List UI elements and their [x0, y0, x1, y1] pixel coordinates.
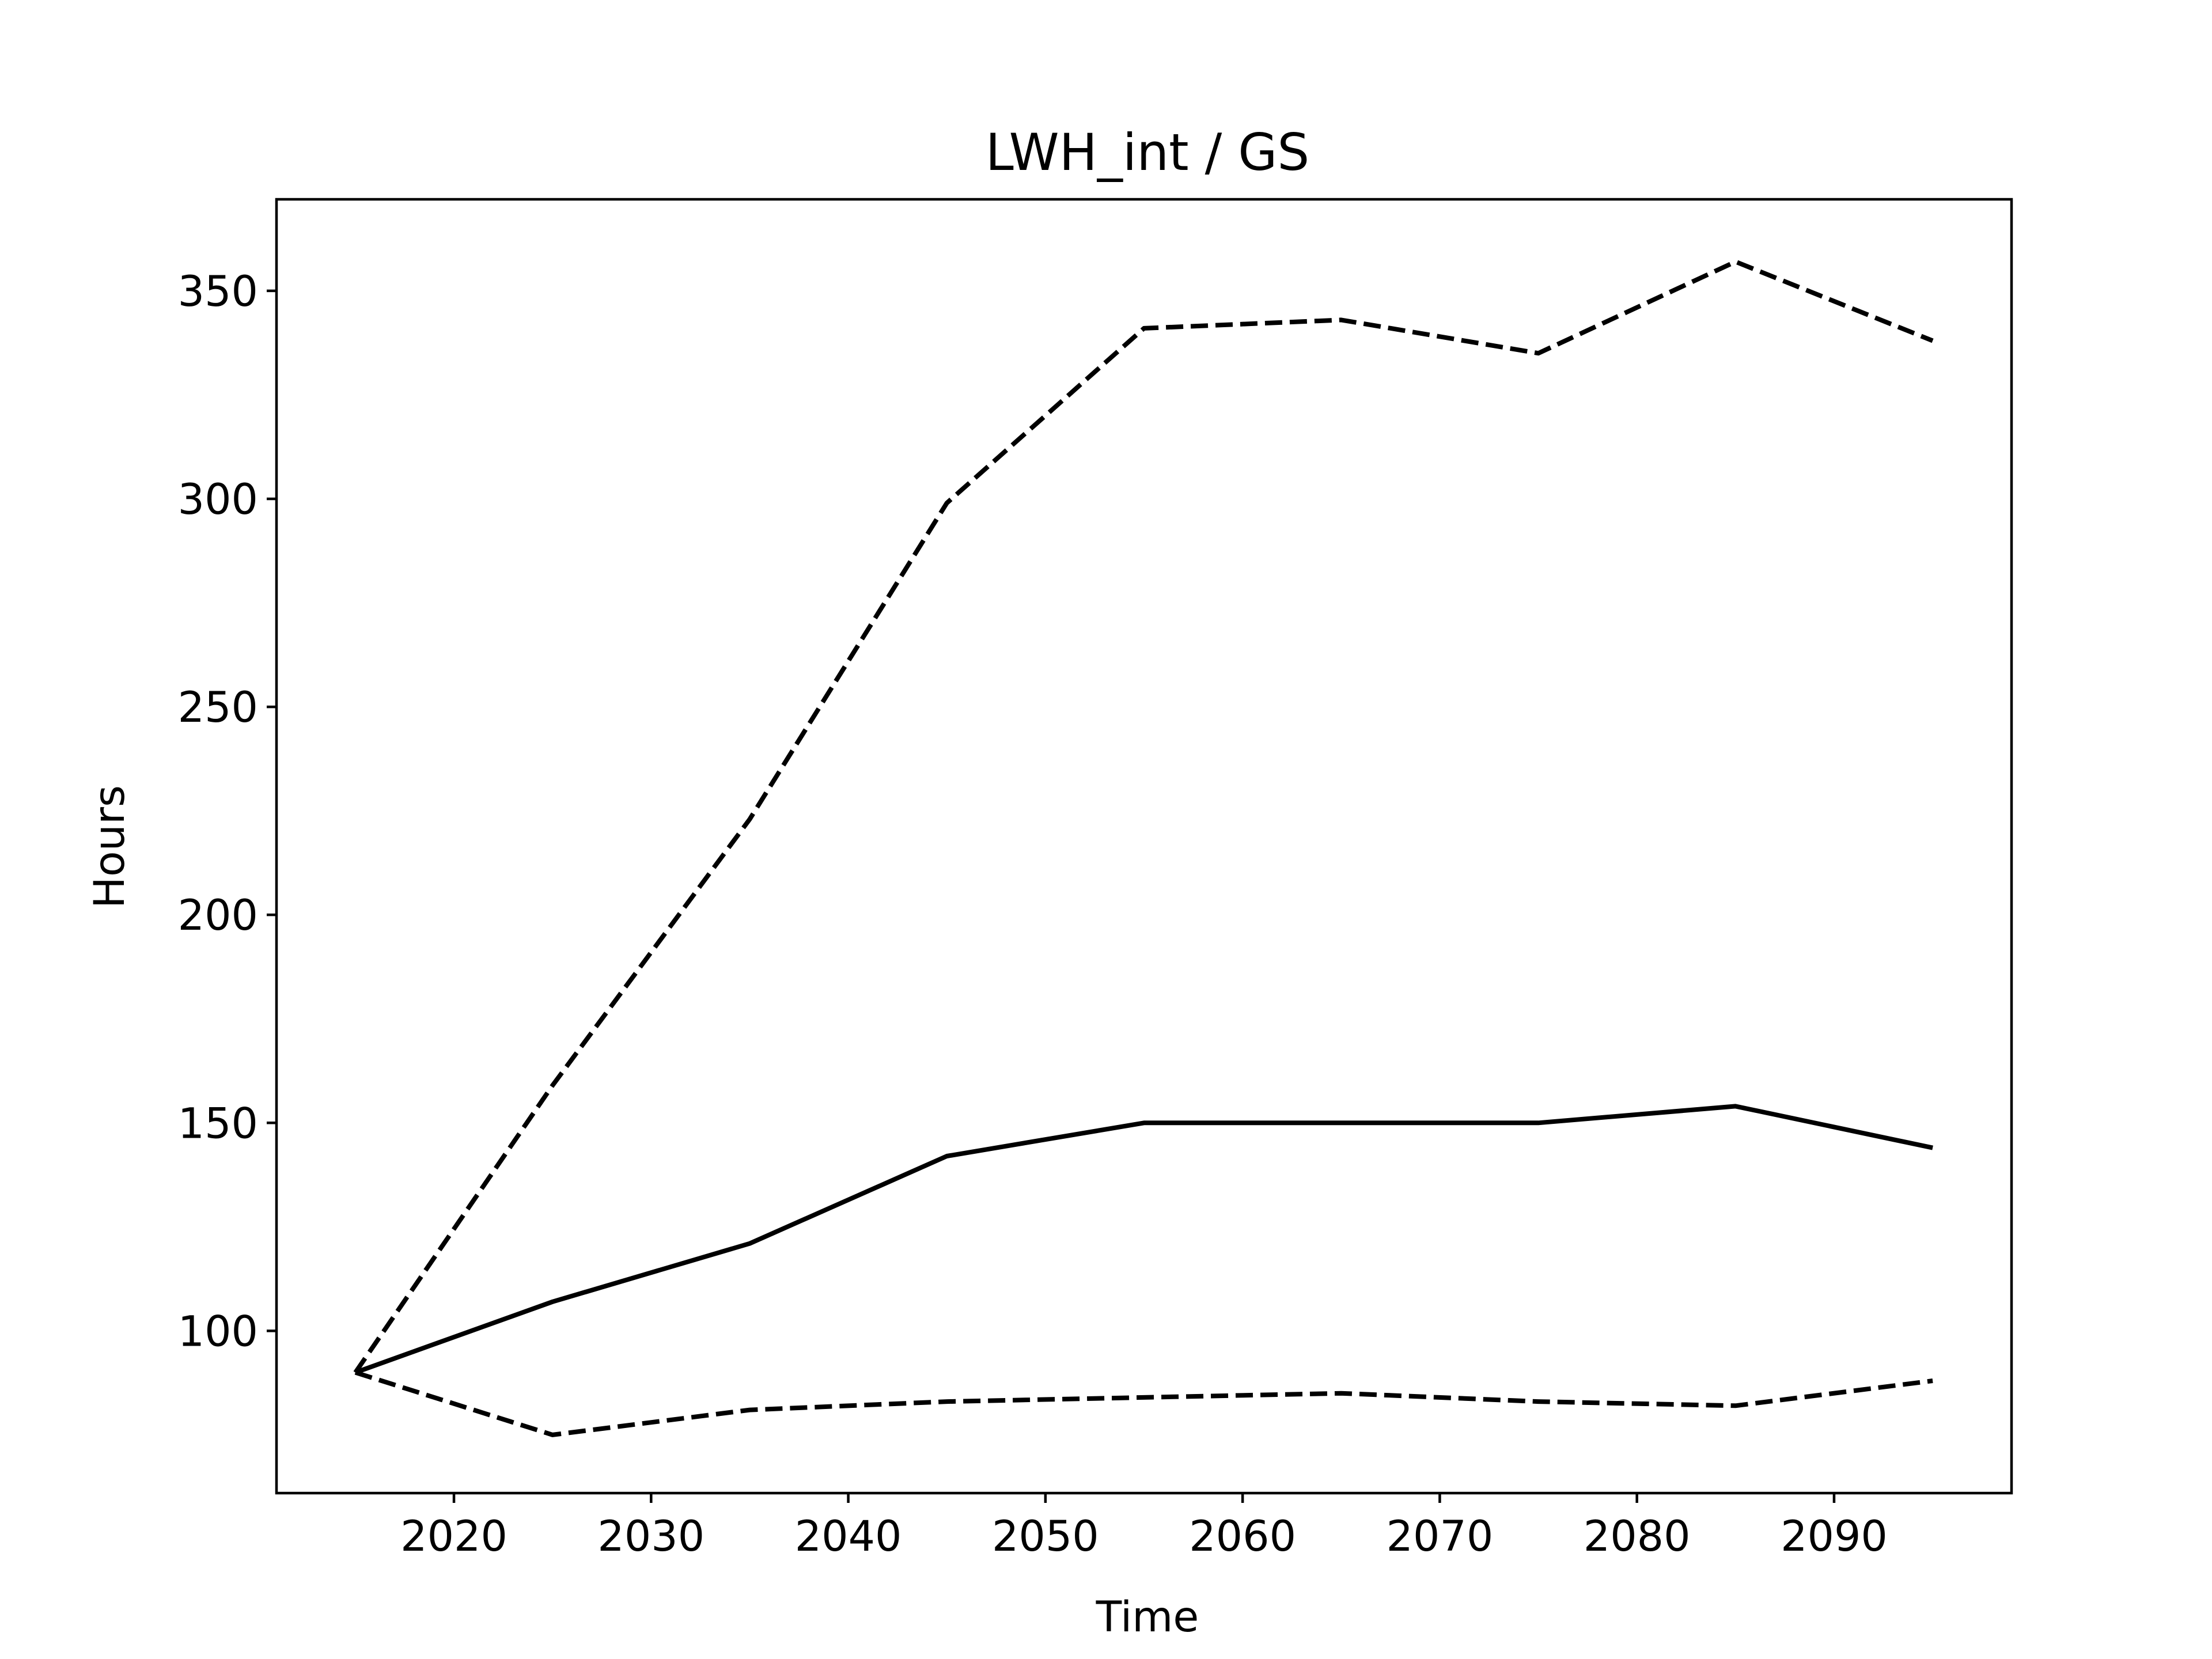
y-tick-label: 300	[178, 475, 258, 524]
y-tick-label: 350	[178, 267, 258, 316]
x-axis-label: Time	[1096, 1593, 1199, 1642]
x-tick-label: 2050	[992, 1512, 1099, 1561]
y-axis-label: Hours	[85, 785, 134, 908]
x-tick-label: 2030	[597, 1512, 704, 1561]
y-tick-label: 250	[178, 683, 258, 732]
y-tick-label: 200	[178, 891, 258, 940]
x-tick-label: 2090	[1781, 1512, 1888, 1561]
x-tick-label: 2080	[1584, 1512, 1691, 1561]
series-line-1	[354, 1104, 1933, 1375]
y-axis: 100 150 200 250 300 350	[178, 267, 276, 1356]
plot-area	[353, 259, 1934, 1437]
x-tick-label: 2070	[1387, 1512, 1494, 1561]
y-tick-label: 100	[178, 1307, 258, 1356]
x-axis: 2020 2030 2040 2050 2060 2070 2080 2090	[400, 1493, 1888, 1561]
plot-frame	[275, 198, 2013, 1495]
series-line-3	[354, 1370, 1933, 1437]
y-tick-label: 150	[178, 1099, 258, 1148]
x-tick-label: 2040	[795, 1512, 902, 1561]
chart-title: LWH_int / GS	[986, 123, 1310, 182]
x-tick-label: 2020	[400, 1512, 507, 1561]
series-line-2	[353, 259, 1934, 1374]
x-tick-label: 2060	[1189, 1512, 1296, 1561]
